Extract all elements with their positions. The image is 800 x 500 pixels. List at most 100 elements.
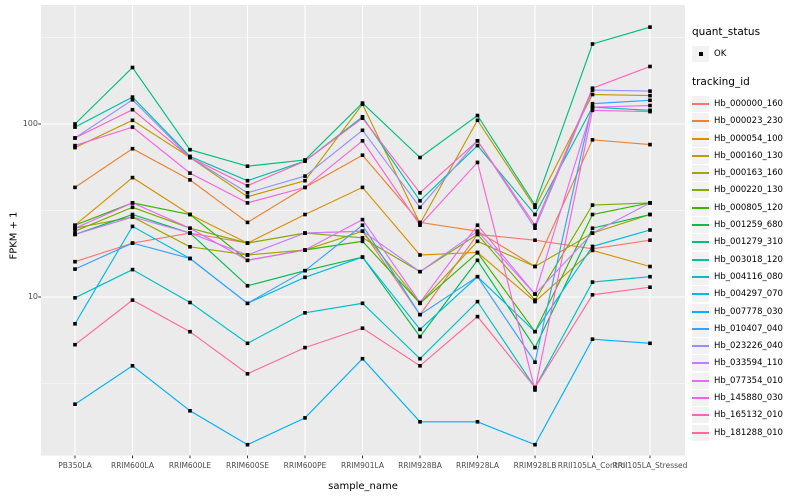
data-point-marker[interactable]	[245, 301, 250, 306]
data-point-marker[interactable]	[188, 256, 192, 261]
data-point-marker[interactable]	[360, 217, 365, 222]
data-point-marker[interactable]	[188, 147, 192, 152]
data-point-marker[interactable]	[130, 212, 135, 217]
data-point-marker[interactable]	[245, 191, 250, 195]
data-point-marker[interactable]	[418, 327, 422, 332]
data-point-marker[interactable]	[73, 229, 77, 233]
data-point-marker[interactable]	[475, 314, 480, 319]
legend-item-Hb_077354_010[interactable]: Hb_077354_010	[692, 372, 800, 389]
legend-item-Hb_000163_160[interactable]: Hb_000163_160	[692, 164, 800, 182]
legend-item-Hb_003018_120[interactable]: Hb_003018_120	[692, 251, 800, 268]
legend-item-Hb_000805_120[interactable]: Hb_000805_120	[692, 199, 800, 216]
data-point-marker[interactable]	[73, 342, 77, 347]
data-point-marker[interactable]	[590, 248, 595, 253]
data-point-marker[interactable]	[245, 253, 250, 257]
data-point-marker[interactable]	[245, 220, 250, 225]
legend-item-Hb_000160_130[interactable]: Hb_000160_130	[692, 147, 800, 164]
data-point-marker[interactable]	[475, 139, 480, 143]
data-point-marker[interactable]	[590, 88, 595, 92]
data-point-marker[interactable]	[418, 420, 422, 424]
data-point-marker[interactable]	[533, 385, 537, 390]
data-point-marker[interactable]	[418, 300, 422, 305]
data-point-marker[interactable]	[418, 199, 422, 203]
data-point-marker[interactable]	[188, 226, 192, 230]
data-point-marker[interactable]	[648, 64, 652, 69]
data-point-marker[interactable]	[73, 232, 77, 237]
data-point-marker[interactable]	[475, 160, 480, 165]
data-point-marker[interactable]	[130, 65, 135, 70]
data-point-marker[interactable]	[188, 212, 192, 217]
data-point-marker[interactable]	[245, 183, 250, 188]
data-point-marker[interactable]	[303, 185, 307, 190]
legend-item-Hb_001259_680[interactable]: Hb_001259_680	[692, 216, 800, 234]
data-point-marker[interactable]	[418, 364, 422, 368]
data-point-marker[interactable]	[360, 326, 365, 330]
data-point-marker[interactable]	[245, 178, 250, 183]
data-point-marker[interactable]	[130, 201, 135, 205]
data-point-marker[interactable]	[648, 212, 652, 217]
data-point-marker[interactable]	[303, 416, 307, 420]
data-point-marker[interactable]	[188, 178, 192, 182]
data-point-marker[interactable]	[73, 226, 77, 230]
data-point-marker[interactable]	[590, 42, 595, 46]
data-point-marker[interactable]	[360, 116, 365, 120]
data-point-marker[interactable]	[360, 153, 365, 157]
data-point-marker[interactable]	[418, 356, 422, 361]
data-point-marker[interactable]	[73, 185, 77, 190]
data-point-marker[interactable]	[130, 118, 135, 123]
data-point-marker[interactable]	[130, 107, 135, 112]
data-point-marker[interactable]	[130, 95, 135, 99]
data-point-marker[interactable]	[130, 298, 135, 302]
data-point-marker[interactable]	[648, 341, 652, 346]
data-point-marker[interactable]	[188, 300, 192, 305]
data-point-marker[interactable]	[648, 25, 652, 29]
data-point-marker[interactable]	[73, 322, 77, 326]
data-point-marker[interactable]	[475, 229, 480, 233]
data-point-marker[interactable]	[475, 258, 480, 263]
data-point-marker[interactable]	[360, 229, 365, 233]
data-point-marker[interactable]	[533, 264, 537, 269]
data-point-marker[interactable]	[590, 92, 595, 97]
legend-item-Hb_001279_310[interactable]: Hb_001279_310	[692, 234, 800, 251]
data-point-marker[interactable]	[590, 108, 595, 113]
data-point-marker[interactable]	[360, 139, 365, 143]
data-point-marker[interactable]	[73, 122, 77, 126]
data-point-marker[interactable]	[475, 143, 480, 148]
data-point-marker[interactable]	[533, 329, 537, 334]
legend-item-Hb_000054_100[interactable]: Hb_000054_100	[692, 130, 800, 147]
data-point-marker[interactable]	[130, 146, 135, 151]
data-point-marker[interactable]	[303, 159, 307, 163]
data-point-marker[interactable]	[475, 299, 480, 304]
data-point-marker[interactable]	[418, 269, 422, 274]
legend-item-Hb_007778_030[interactable]: Hb_007778_030	[692, 303, 800, 320]
data-point-marker[interactable]	[73, 296, 77, 300]
data-point-marker[interactable]	[188, 245, 192, 249]
data-point-marker[interactable]	[590, 101, 595, 106]
data-point-marker[interactable]	[590, 86, 595, 90]
data-point-marker[interactable]	[648, 274, 652, 279]
data-point-marker[interactable]	[648, 142, 652, 147]
data-point-marker[interactable]	[475, 274, 480, 279]
data-point-marker[interactable]	[245, 201, 250, 205]
data-point-marker[interactable]	[73, 145, 77, 150]
data-point-marker[interactable]	[648, 93, 652, 98]
data-point-marker[interactable]	[590, 280, 595, 284]
data-point-marker[interactable]	[418, 191, 422, 195]
data-point-marker[interactable]	[188, 329, 192, 334]
data-point-marker[interactable]	[648, 201, 652, 205]
data-point-marker[interactable]	[533, 345, 537, 350]
data-point-marker[interactable]	[418, 205, 422, 210]
data-point-marker[interactable]	[648, 228, 652, 232]
data-point-marker[interactable]	[188, 409, 192, 413]
data-point-marker[interactable]	[73, 267, 77, 271]
data-point-marker[interactable]	[303, 248, 307, 252]
data-point-marker[interactable]	[73, 223, 77, 227]
data-point-marker[interactable]	[245, 341, 250, 346]
data-point-marker[interactable]	[73, 402, 77, 406]
data-point-marker[interactable]	[590, 244, 595, 249]
data-point-marker[interactable]	[130, 205, 135, 210]
data-point-marker[interactable]	[360, 236, 365, 240]
data-point-marker[interactable]	[73, 143, 77, 148]
data-point-marker[interactable]	[533, 223, 537, 227]
data-point-marker[interactable]	[590, 293, 595, 297]
